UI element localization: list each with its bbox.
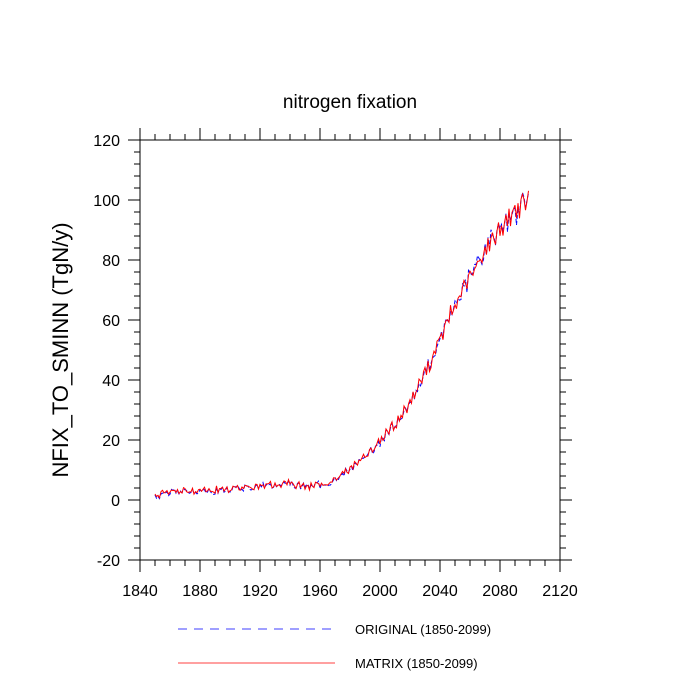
x-tick-label: 2080 xyxy=(482,583,518,600)
x-tick-label: 2000 xyxy=(362,583,398,600)
x-tick-label: 1920 xyxy=(242,583,278,600)
y-tick-label: 100 xyxy=(93,193,120,210)
legend-label-matrix: MATRIX (1850-2099) xyxy=(355,656,478,671)
x-tick-label: 1880 xyxy=(182,583,218,600)
y-tick-label: 60 xyxy=(102,313,120,330)
y-tick-label: 0 xyxy=(111,493,120,510)
legend: ORIGINAL (1850-2099) MATRIX (1850-2099) xyxy=(178,622,491,671)
y-axis-label: NFIX_TO_SMINN (TgN/y) xyxy=(48,222,73,477)
y-tick-label: 80 xyxy=(102,253,120,270)
legend-label-original: ORIGINAL (1850-2099) xyxy=(355,622,491,637)
x-tick-label: 1840 xyxy=(122,583,158,600)
plot-frame xyxy=(139,139,561,561)
x-tick-label: 1960 xyxy=(302,583,338,600)
y-tick-label: 40 xyxy=(102,373,120,390)
chart-title: nitrogen fixation xyxy=(283,92,417,113)
y-tick-label: -20 xyxy=(97,553,120,570)
x-tick-label: 2040 xyxy=(422,583,458,600)
series-lines xyxy=(154,190,529,500)
series-line-matrix xyxy=(154,190,529,499)
y-tick-label: 20 xyxy=(102,433,120,450)
x-tick-label: 2120 xyxy=(542,583,578,600)
y-tick-label: 120 xyxy=(93,133,120,150)
axis-ticks xyxy=(128,128,572,572)
series-line-original xyxy=(154,190,529,500)
tick-labels: 1840 1880 1920 1960 2000 2040 2080 2120-2002040… xyxy=(93,133,578,600)
